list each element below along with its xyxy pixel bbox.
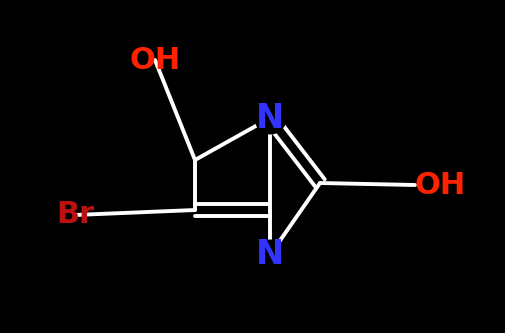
Text: OH: OH xyxy=(129,46,180,75)
Text: N: N xyxy=(256,238,283,271)
Text: Br: Br xyxy=(56,200,94,229)
Text: OH: OH xyxy=(414,170,465,199)
Text: N: N xyxy=(256,102,283,135)
